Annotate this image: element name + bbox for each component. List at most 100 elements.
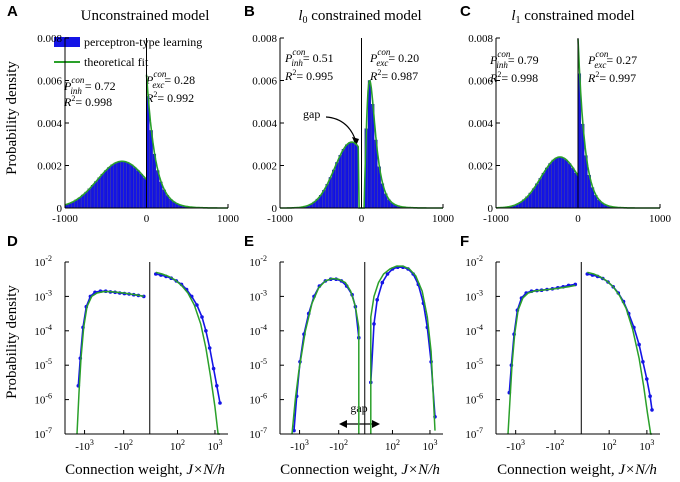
point-exc_empirical-F	[648, 394, 652, 399]
x-tick-exp-E: 3	[305, 438, 309, 447]
hist-bar-C	[538, 178, 542, 209]
hist-bar-A	[103, 170, 108, 209]
stats-a-inh: Pcon inh = 0.72 R2= 0.998	[63, 75, 116, 109]
y-tick-exp-D: -2	[45, 254, 52, 263]
y-tick-exp-E: -5	[260, 357, 267, 366]
point-exc_empirical-F	[641, 360, 645, 364]
hist-bar-A	[120, 161, 124, 209]
hist-bar-A	[136, 170, 140, 209]
y-tick-exp-D: -4	[45, 323, 52, 332]
r2-inh-a: R2= 0.998	[63, 94, 112, 109]
x-tick-label-D: 103	[207, 438, 222, 453]
hist-bar-A	[130, 164, 134, 209]
x-tick-exp-E: 2	[344, 438, 348, 447]
hist-bar-A	[133, 167, 137, 209]
point-exc_empirical-E	[375, 298, 380, 302]
x-tick-exp-D: 3	[218, 438, 222, 447]
y-tick-label-F: 10-7	[465, 426, 483, 441]
series-exc_fit-F	[587, 271, 652, 435]
y-tick-label-A: 0.002	[37, 161, 62, 173]
point-exc_empirical-D	[200, 315, 204, 319]
hist-bar-A	[110, 164, 114, 209]
point-exc_empirical-E	[385, 272, 390, 276]
x-tick-label-E: -102	[329, 438, 348, 453]
y-tick-label-D: 10-7	[34, 426, 52, 441]
title-c-sub: 1	[516, 15, 521, 26]
point-exc_empirical-E	[380, 280, 385, 285]
p-exc-a-val: = 0.28	[164, 73, 195, 87]
title-c-l: l	[511, 8, 515, 24]
hist-bar-C	[551, 159, 555, 209]
y-tick-label-E: 10-4	[249, 323, 267, 338]
stats-c-exc: Pcon exc= 0.27 R2= 0.997	[587, 49, 637, 85]
y-tick-label-B: 0.008	[252, 33, 277, 45]
p-exc-b: Pcon exc= 0.20	[369, 47, 419, 68]
series-inh_fit-F	[507, 284, 576, 435]
hist-bar-A	[97, 177, 101, 209]
y-tick-label-D: 10-4	[34, 323, 52, 338]
y-tick-label-C: 0.004	[468, 118, 493, 130]
r2-inh-c: R2= 0.998	[489, 70, 538, 85]
y-tick-exp-F: -6	[476, 392, 483, 401]
x-tick-label-D: -102	[114, 438, 133, 453]
title-b: l0 constrained model	[298, 8, 421, 26]
y-tick-label-E: 10-2	[249, 254, 267, 269]
point-exc_empirical-D	[215, 384, 219, 388]
x-tick-label-B: 1000	[432, 213, 455, 225]
y-tick-label-B: 0.006	[252, 76, 277, 88]
hist-bar-A	[94, 181, 98, 209]
y-tick-exp-E: -2	[260, 254, 267, 263]
title-b-sub: 0	[303, 15, 308, 26]
xlabel-e: Connection weight, J×N/h	[280, 462, 440, 478]
series-inh_fit-E	[291, 277, 360, 435]
p-exc-c: Pcon exc= 0.27	[587, 49, 637, 70]
r2-exc-c: R2= 0.997	[587, 70, 636, 85]
p-inh-b: Pcon inh= 0.51	[284, 47, 334, 68]
y-tick-label-E: 10-3	[249, 288, 267, 303]
ylabel-top: Probability density	[4, 61, 20, 175]
p-exc-b-val: = 0.20	[388, 51, 419, 65]
y-tick-label-A: 0.006	[37, 76, 62, 88]
y-tick-label-F: 10-2	[465, 254, 483, 269]
hist-bar-A	[123, 161, 127, 209]
point-exc_empirical-D	[211, 366, 216, 371]
hist-bar-C	[574, 172, 578, 209]
y-tick-exp-F: -7	[476, 426, 483, 435]
fit-curve-inh-A	[64, 160, 148, 206]
panel-letter-a: A	[7, 3, 18, 20]
xlabel-d-math: J×N/h	[186, 462, 224, 478]
x-tick-label-F: 102	[602, 438, 617, 453]
panel-letter-b: B	[244, 3, 255, 20]
y-tick-exp-F: -2	[476, 254, 483, 263]
y-tick-label-C: 0	[488, 203, 494, 215]
x-tick-label-B: -1000	[267, 213, 293, 225]
x-tick-exp-F: 3	[650, 438, 654, 447]
stats-a-exc: Pcon exc= 0.28 R2= 0.992	[145, 69, 195, 105]
hist-bar-A	[139, 173, 143, 209]
p-exc-c-val: = 0.27	[606, 53, 637, 67]
hist-bar-C	[571, 167, 575, 209]
xlabel-e-prefix: Connection weight,	[280, 462, 401, 478]
xlabel-d: Connection weight, J×N/h	[65, 462, 225, 478]
x-tick-label-F: 103	[639, 438, 654, 453]
y-tick-label-A: 0.008	[37, 33, 62, 45]
gap-label-b: gap	[303, 107, 320, 121]
point-exc_empirical-D	[207, 346, 212, 350]
hist-bar-C	[561, 157, 565, 209]
y-tick-label-B: 0	[272, 203, 278, 215]
panel-letter-d: D	[7, 233, 18, 250]
y-tick-label-D: 10-3	[34, 288, 52, 303]
x-tick-label-E: 102	[385, 438, 400, 453]
point-exc_empirical-D	[204, 329, 208, 333]
series-exc_fit-E	[370, 265, 436, 434]
hist-bar-B	[348, 142, 352, 209]
xlabel-d-prefix: Connection weight,	[65, 462, 186, 478]
title-c-rest: constrained model	[521, 8, 635, 24]
x-tick-label-D: -103	[75, 438, 94, 453]
hist-bar-A	[100, 173, 104, 209]
p-inh-b-val: = 0.51	[303, 51, 334, 65]
r2-exc-a-val: = 0.992	[157, 91, 194, 105]
r2-exc-b-val: = 0.987	[381, 69, 418, 83]
xlabel-f-math: J×N/h	[618, 462, 656, 478]
x-tick-label-F: -102	[546, 438, 565, 453]
